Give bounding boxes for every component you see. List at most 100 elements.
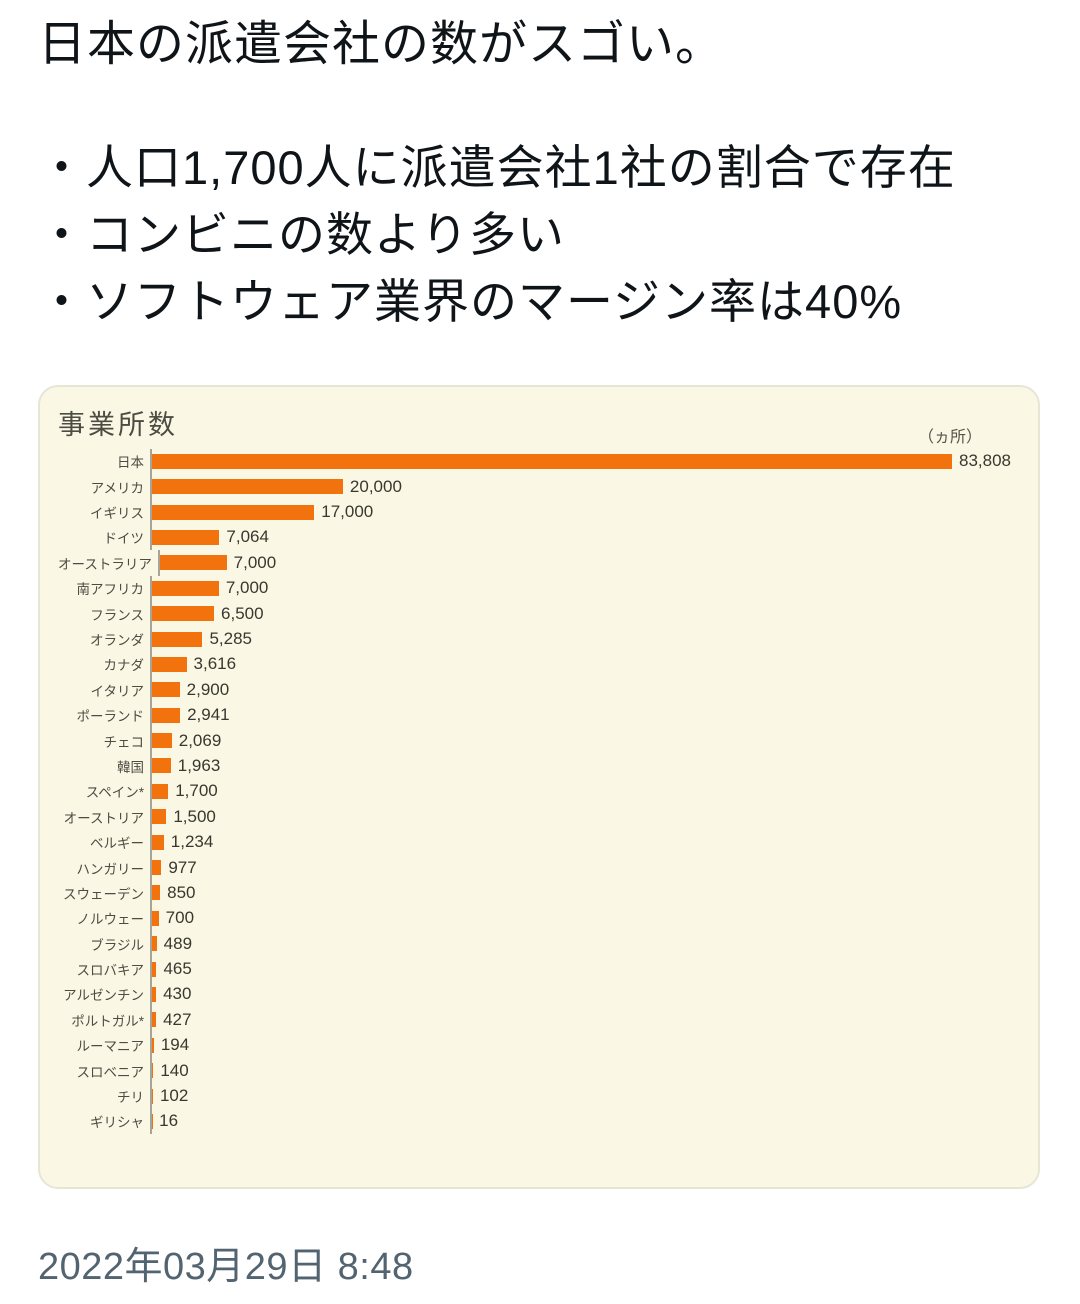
- chart-bar: [152, 986, 157, 1002]
- chart-rows: 日本 83,808 アメリカ 20,000 イギリス 17,000 ドイツ 7,064 オースト…: [58, 448, 1026, 1135]
- chart-bar: [152, 834, 164, 850]
- chart-row-label: フランス: [90, 607, 144, 623]
- chart-row-label: 韓国: [117, 759, 144, 775]
- chart-bar-value: 2,069: [178, 730, 222, 750]
- tweet-body: 日本の派遣会社の数がスゴい。 ・人口1,700人に派遣会社1社の割合で存在 ・コ…: [0, 0, 1080, 335]
- tweet-bullet-population-ratio: ・人口1,700人に派遣会社1社の割合で存在: [38, 140, 956, 194]
- chart-bar-area: 1,234: [150, 829, 1026, 855]
- chart-bar: [152, 885, 161, 901]
- chart-bar-area: 1,500: [150, 804, 1026, 830]
- chart-row: イギリス 17,000: [58, 499, 1026, 525]
- chart-row: ルーマニア 194: [58, 1032, 1026, 1058]
- chart-bar-value: 1,700: [175, 781, 218, 801]
- chart-row: ポルトガル* 427: [58, 1007, 1026, 1033]
- chart-row-label: スウェーデン: [63, 886, 144, 902]
- chart-bar: [152, 1063, 154, 1079]
- chart-row: ベルギー 1,234: [58, 829, 1026, 855]
- chart-bar-area: 465: [150, 956, 1026, 982]
- chart-row: 韓国 1,963: [58, 753, 1026, 779]
- chart-bar: [152, 936, 157, 952]
- tweet-title: 日本の派遣会社の数がスゴい。: [38, 18, 725, 71]
- chart-row-label: オーストラリア: [58, 556, 152, 572]
- chart-bar-value: 5,285: [209, 629, 252, 649]
- chart-bar: [152, 1088, 153, 1104]
- chart-bar: [152, 529, 220, 545]
- chart-bar-area: 2,069: [150, 727, 1026, 754]
- chart-bar-area: 850: [150, 880, 1026, 906]
- chart-row-label: ブラジル: [90, 937, 144, 953]
- chart-bar-area: 7,000: [150, 575, 1026, 601]
- chart-bar: [152, 479, 343, 495]
- chart-bar-area: 2,900: [150, 677, 1026, 703]
- chart-bar-value: 465: [163, 959, 192, 979]
- chart-bar: [152, 783, 169, 799]
- chart-bar-value: 430: [163, 984, 192, 1004]
- chart-bar-value: 16: [159, 1111, 179, 1131]
- chart-row: オランダ 5,285: [58, 626, 1026, 652]
- chart-bar-area: 430: [150, 981, 1026, 1008]
- chart-row-label: スロバキア: [76, 963, 145, 979]
- chart-row-label: ギリシャ: [90, 1115, 144, 1131]
- chart-bar-value: 700: [165, 908, 195, 928]
- chart-row-label: ドイツ: [103, 531, 145, 547]
- chart-bar-value: 489: [163, 933, 193, 953]
- chart-row-label: アメリカ: [90, 480, 144, 496]
- chart-bar: [152, 656, 187, 672]
- chart-bar: [152, 606, 215, 622]
- chart-row: ポーランド 2,941: [58, 702, 1026, 728]
- tweet-bullet-convenience-stores: ・コンビニの数より多い: [38, 207, 566, 261]
- chart-row: アルゼンチン 430: [58, 981, 1026, 1008]
- chart-bar-area: 1,963: [150, 753, 1026, 779]
- chart-bar-area: 140: [150, 1057, 1026, 1084]
- chart-bar-value: 194: [160, 1035, 190, 1055]
- chart-row: オーストリア 1,500: [58, 804, 1026, 830]
- chart-row-label: ノルウェー: [76, 912, 145, 928]
- chart-bar-value: 1,500: [173, 806, 216, 826]
- chart-bar-value: 850: [167, 882, 196, 902]
- chart-image-card[interactable]: 事業所数 （ヵ所） 日本 83,808 アメリカ 20,000 イギリス 17,000 ドイ…: [38, 384, 1040, 1189]
- chart-row-label: チリ: [117, 1090, 144, 1106]
- chart-bar-value: 3,616: [193, 654, 237, 674]
- chart-row: スロベニア 140: [58, 1057, 1026, 1084]
- chart-row: イタリア 2,900: [58, 677, 1026, 703]
- chart-row: スロバキア 465: [58, 956, 1026, 982]
- chart-bar-value: 102: [159, 1086, 189, 1106]
- chart-bar-value: 427: [163, 1009, 192, 1029]
- chart-row-label: ポルトガル*: [71, 1013, 144, 1029]
- chart-row-label: 南アフリカ: [76, 582, 145, 598]
- chart-row: チリ 102: [58, 1083, 1026, 1109]
- chart-row: アメリカ 20,000: [58, 473, 1026, 500]
- chart-bar-area: 700: [150, 905, 1026, 932]
- chart-title: 事業所数: [58, 409, 178, 440]
- chart-row: ドイツ 7,064: [58, 524, 1026, 551]
- chart-bar-value: 7,000: [225, 578, 269, 598]
- chart-unit-label: （ヵ所）: [917, 428, 982, 446]
- tweet-bullet-software-margin: ・ソフトウェア業界のマージン率は40%: [38, 274, 903, 328]
- chart-bar-area: 17,000: [150, 499, 1026, 525]
- chart-bar-area: 427: [150, 1007, 1026, 1033]
- chart-row-label: チェコ: [103, 734, 145, 750]
- chart-bar-value: 2,900: [186, 679, 230, 699]
- chart-bar-value: 1,963: [177, 755, 221, 775]
- chart-row-label: ハンガリー: [76, 861, 145, 877]
- chart-bar-area: 1,700: [150, 778, 1026, 805]
- chart-bar-value: 977: [168, 857, 197, 877]
- chart-row: ブラジル 489: [58, 931, 1026, 957]
- chart-bar-value: 83,808: [959, 451, 1011, 471]
- chart-bar: [152, 1037, 154, 1053]
- chart-row-label: ルーマニア: [76, 1039, 145, 1055]
- chart-row-label: イギリス: [90, 506, 144, 522]
- chart-bar-value: 1,234: [170, 832, 214, 852]
- chart-bar: [152, 453, 952, 469]
- chart-bar: [152, 1012, 157, 1028]
- chart-bar: [152, 860, 162, 876]
- chart-bar-area: 2,941: [150, 702, 1026, 728]
- chart-bar-area: 3,616: [150, 651, 1026, 678]
- tweet-timestamp[interactable]: 2022年03月29日 8:48: [38, 1245, 414, 1288]
- chart-bar-area: 83,808: [150, 448, 1026, 474]
- chart-bar: [159, 555, 227, 571]
- chart-row-label: スペイン*: [85, 785, 144, 801]
- chart-bar-value: 2,941: [187, 705, 230, 725]
- chart-row: 南アフリカ 7,000: [58, 575, 1026, 601]
- chart-bar-area: 6,500: [150, 600, 1026, 627]
